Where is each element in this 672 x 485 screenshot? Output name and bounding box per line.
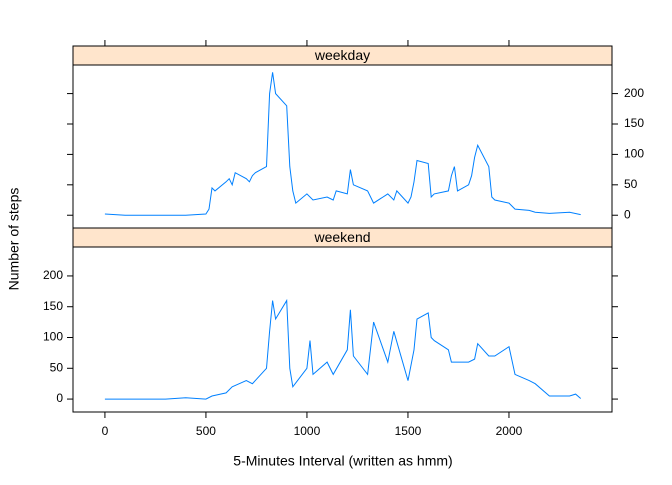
y-tick-label: 0: [624, 207, 631, 221]
y-tick-label: 200: [43, 268, 63, 282]
x-axis-label: 5-Minutes Interval (written as hmm): [233, 453, 452, 469]
y-tick-label: 0: [56, 391, 63, 405]
panel: [72, 64, 613, 229]
x-tick-label: 2000: [496, 424, 523, 438]
x-tick-label: 1500: [395, 424, 422, 438]
data-line: [104, 72, 581, 216]
data-line: [104, 298, 582, 400]
y-axis-label: Number of steps: [6, 188, 22, 291]
y-tick-label: 100: [624, 147, 644, 161]
strip-label: weekend: [313, 229, 370, 245]
strip-label: weekday: [314, 47, 370, 63]
x-tick-label: 1000: [294, 424, 321, 438]
y-tick-label: 150: [43, 299, 63, 313]
panel: [72, 246, 613, 413]
y-tick-label: 50: [50, 360, 64, 374]
x-tick-label: 0: [102, 424, 109, 438]
y-tick-label: 200: [624, 86, 644, 100]
y-tick-label: 50: [624, 177, 638, 191]
y-tick-label: 150: [624, 116, 644, 130]
y-tick-label: 100: [43, 330, 63, 344]
x-tick-label: 500: [196, 424, 216, 438]
